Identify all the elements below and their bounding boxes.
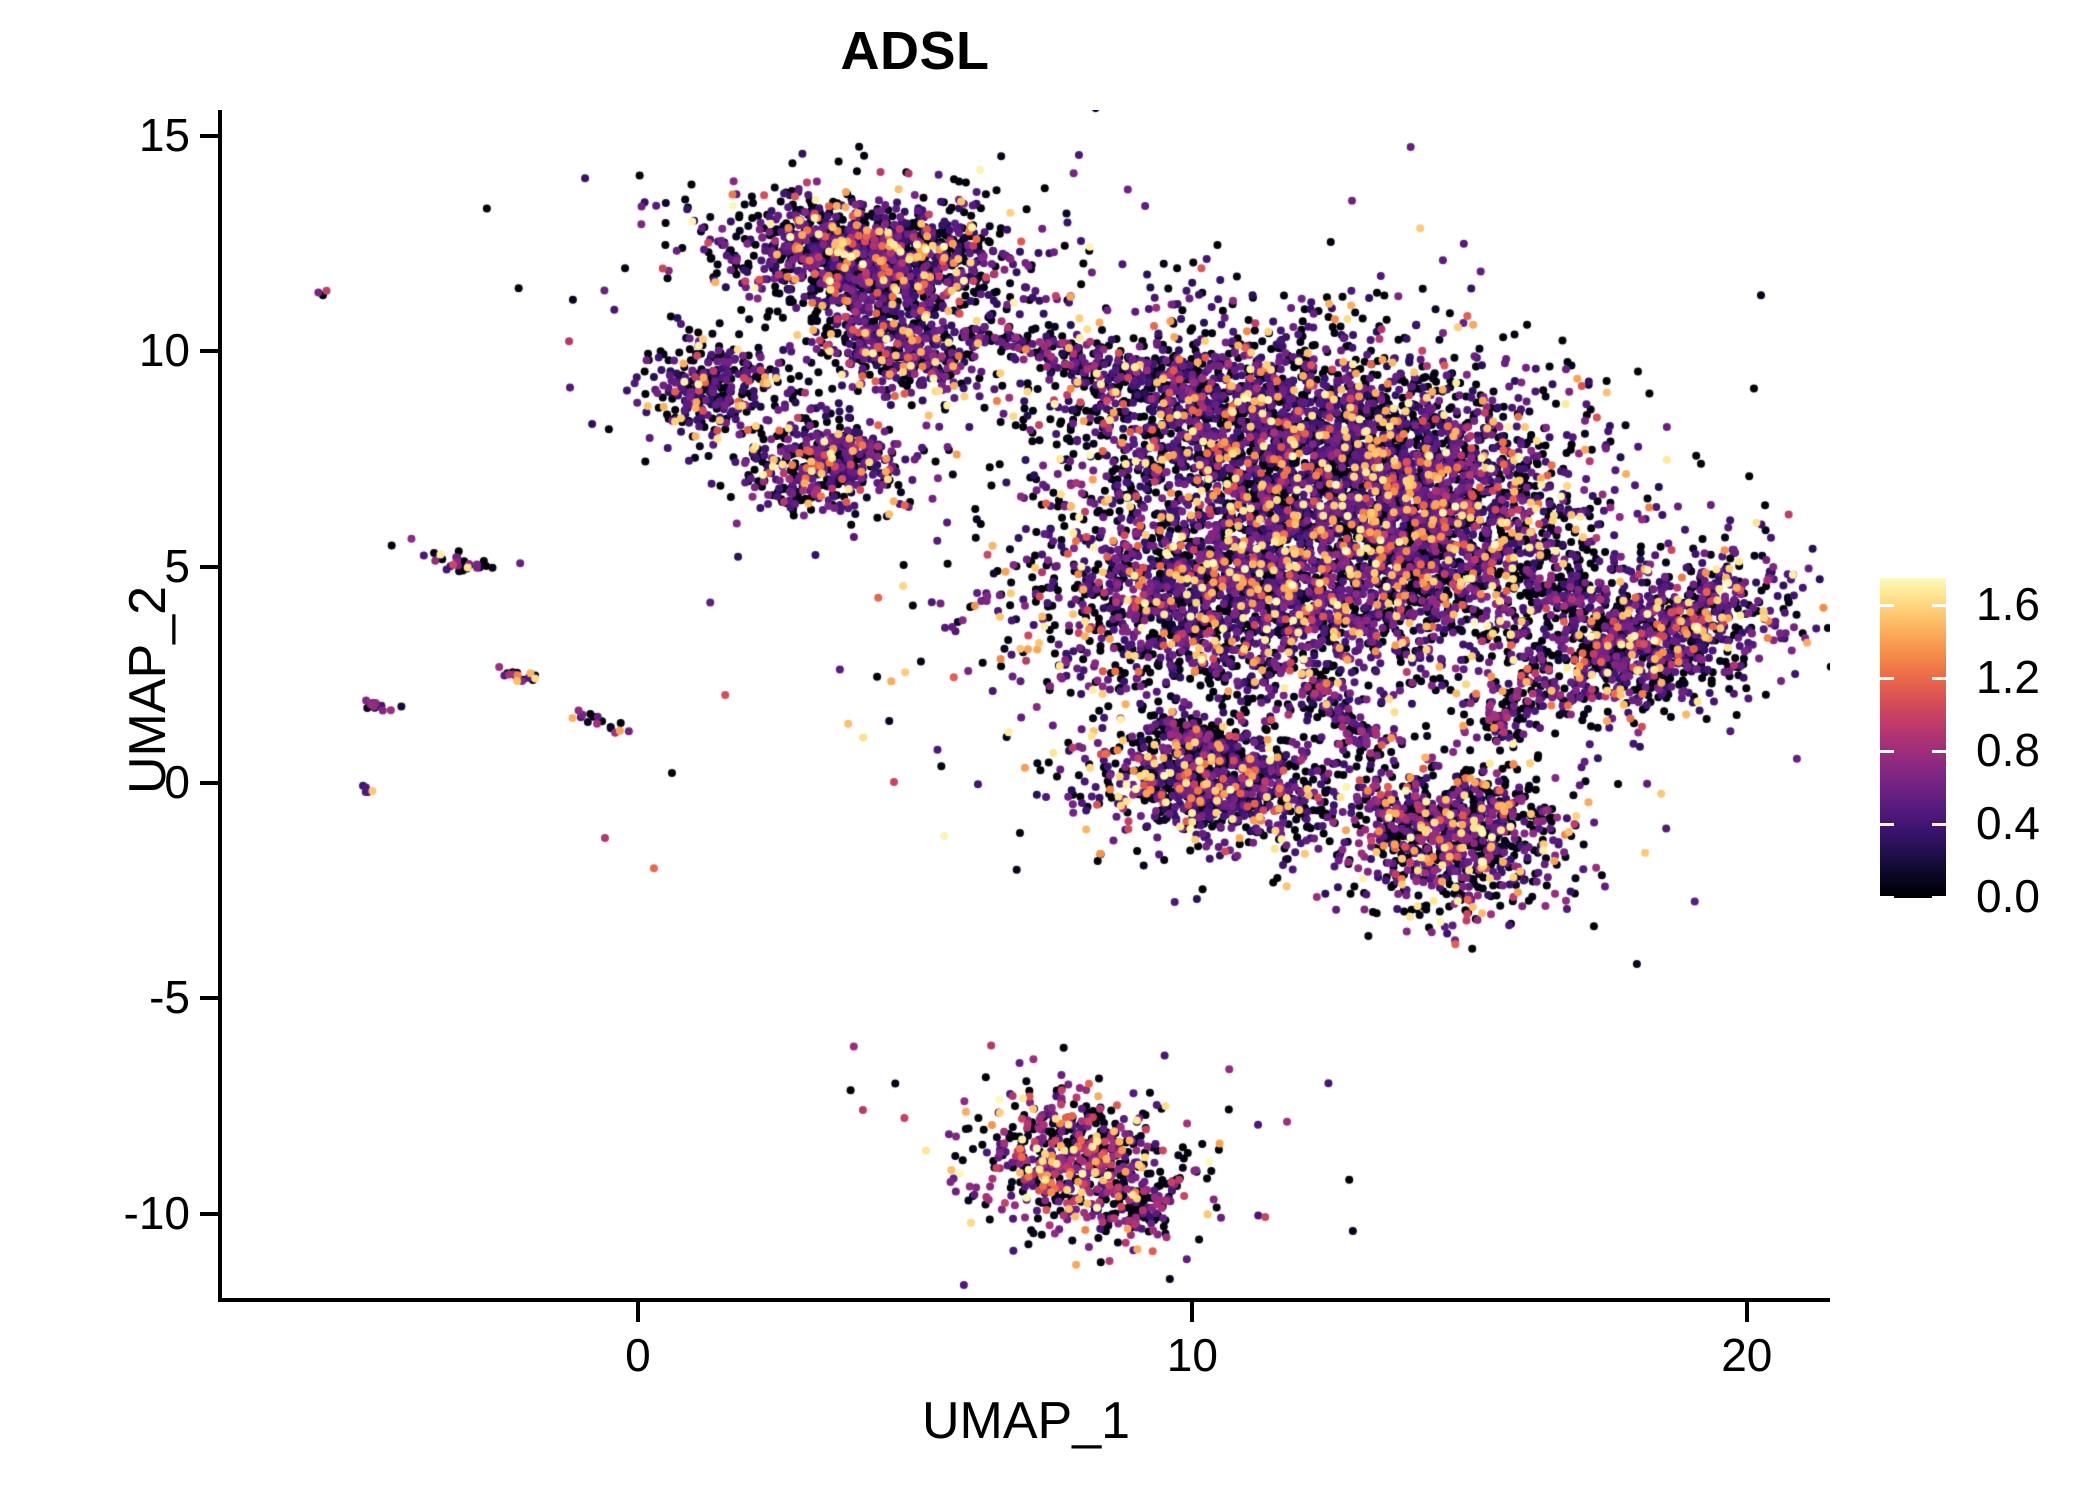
y-tick-mark [200,1211,220,1216]
colorbar-tick-label: 1.2 [1976,651,2040,704]
x-tick-label: 10 [1166,1329,1218,1381]
colorbar-tick-label: 0.4 [1976,797,2040,850]
y-tick-mark [200,133,220,138]
x-tick-mark [1744,1302,1749,1322]
scatter-plot-canvas [222,110,1830,1300]
colorbar-tick-mark [1880,750,1894,754]
colorbar-tick-mark [1880,896,1894,899]
colorbar-tick-mark [1932,750,1946,754]
colorbar-tick-mark [1880,604,1894,608]
page-title: ADSL [840,21,990,81]
x-tick-label: 20 [1721,1329,1773,1381]
colorbar-tick-mark [1932,896,1946,899]
colorbar-tick-mark [1880,823,1894,827]
colorbar-gradient [1880,578,1946,898]
y-tick-mark [200,996,220,1001]
x-tick-mark [1190,1302,1195,1322]
x-axis-line [218,1298,1830,1302]
colorbar-tick-mark [1932,604,1946,608]
x-tick-mark [635,1302,640,1322]
y-tick-label: 15 [138,108,190,161]
x-tick-label: 0 [625,1329,651,1381]
colorbar-tick-label: 0.8 [1976,724,2040,777]
y-tick-mark [200,780,220,785]
y-tick-label: 5 [164,540,190,593]
y-tick-label: 10 [138,324,190,377]
colorbar-tick-label: 0.0 [1976,870,2040,922]
y-tick-label: -10 [123,1186,190,1239]
y-tick-label: -5 [149,971,190,1024]
y-axis-line [218,110,222,1302]
y-axis-title: UMAP_2 [119,585,177,795]
y-tick-mark [200,349,220,354]
colorbar-tick-mark [1932,677,1946,681]
y-tick-label: 0 [164,755,190,808]
colorbar-tick-mark [1880,677,1894,681]
y-tick-mark [200,565,220,570]
x-axis-title: UMAP_1 [921,1392,1131,1450]
plot-panel [222,110,1830,1300]
colorbar-tick-mark [1932,823,1946,827]
colorbar-tick-label: 1.6 [1976,578,2040,631]
